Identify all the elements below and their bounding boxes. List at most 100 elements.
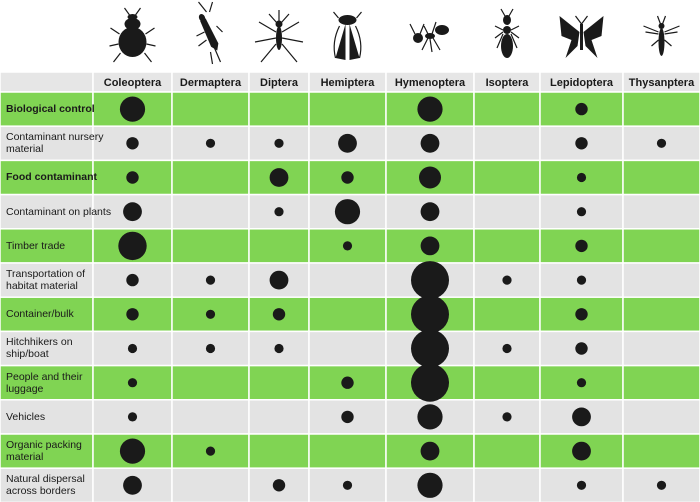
- row-label: Hitchhikers on ship/boat: [6, 336, 73, 361]
- data-dot: [575, 102, 588, 116]
- data-dot: [575, 239, 588, 253]
- row-label: Transportation of habitat material: [6, 268, 85, 293]
- data-dot: [205, 309, 216, 319]
- data-dot: [341, 376, 354, 389]
- grid-cell: [171, 228, 250, 264]
- column-label: Diptera: [260, 77, 299, 89]
- row-label: Biological control: [6, 103, 95, 116]
- data-dot: [411, 295, 449, 334]
- grid-cell: [308, 91, 387, 127]
- grid-cell: [473, 364, 541, 401]
- termite-icon: [494, 8, 520, 58]
- grid-cell: [248, 91, 310, 127]
- grid-cell: [539, 364, 624, 401]
- data-dot: [576, 275, 587, 285]
- data-dot: [420, 202, 440, 222]
- butterfly-icon: [559, 15, 604, 58]
- grid-cell: [473, 125, 541, 162]
- grid-cell: [0, 159, 94, 196]
- row-label: Food contaminant: [6, 171, 97, 184]
- data-dot: [272, 479, 286, 492]
- data-dot: [572, 407, 591, 427]
- grid-cell: [0, 467, 94, 502]
- data-dot: [274, 343, 284, 354]
- data-dot: [274, 138, 284, 148]
- data-dot: [127, 412, 138, 422]
- grid-cell: [171, 159, 250, 196]
- grid-cell: [0, 125, 94, 162]
- data-dot: [341, 171, 354, 184]
- grid-cell: [0, 296, 94, 333]
- data-dot: [417, 472, 443, 498]
- data-dot: [420, 133, 440, 153]
- earwig-icon: [196, 1, 223, 65]
- data-dot: [269, 270, 289, 290]
- grid-cell: [171, 193, 250, 230]
- data-dot: [656, 480, 667, 490]
- grid-cell: [622, 159, 700, 196]
- data-dot: [656, 138, 667, 148]
- data-dot: [420, 236, 440, 256]
- ant-icon: [409, 21, 449, 53]
- grid-cell: [171, 399, 250, 435]
- data-dot: [411, 329, 449, 368]
- grid-cell: [248, 228, 310, 264]
- data-dot: [123, 475, 142, 495]
- grid-cell: [171, 467, 250, 502]
- data-dot: [127, 378, 138, 388]
- grid-cell: [171, 91, 250, 127]
- grid-cell: [0, 262, 94, 298]
- beetle-icon: [109, 7, 156, 63]
- data-dot: [127, 343, 138, 354]
- data-dot: [502, 343, 512, 354]
- column-label: Hymenoptera: [395, 77, 466, 89]
- data-dot: [411, 261, 449, 300]
- grid-cell: [622, 330, 700, 367]
- data-dot: [126, 273, 139, 287]
- row-label: Contaminant nursery material: [6, 131, 104, 156]
- data-dot: [576, 480, 587, 490]
- grid-cell: [248, 399, 310, 435]
- grid-cell: [248, 364, 310, 401]
- data-dot: [341, 410, 354, 424]
- data-dot: [502, 412, 512, 422]
- grid-cell: [539, 91, 624, 127]
- data-dot: [269, 168, 289, 187]
- data-dot: [123, 202, 142, 222]
- thrips-icon: [643, 15, 680, 56]
- grid-cell: [171, 364, 250, 401]
- data-dot: [118, 231, 147, 261]
- grid-cell: [473, 159, 541, 196]
- data-dot: [334, 199, 361, 225]
- data-dot: [205, 343, 216, 354]
- grid-cell: [473, 296, 541, 333]
- data-dot: [126, 137, 139, 150]
- grid-cell: [473, 467, 541, 502]
- data-dot: [417, 404, 443, 430]
- row-label: Container/bulk: [6, 308, 74, 321]
- header-cell: [0, 71, 94, 93]
- grid-cell: [171, 296, 250, 333]
- data-dot: [119, 96, 146, 122]
- grid-cell: [622, 193, 700, 230]
- data-dot: [576, 378, 587, 388]
- data-dot: [575, 342, 588, 355]
- data-dot: [126, 171, 139, 184]
- grid-cell: [0, 364, 94, 401]
- grid-cell: [248, 433, 310, 469]
- data-dot: [420, 441, 440, 461]
- data-dot: [272, 308, 286, 321]
- data-dot: [205, 446, 216, 456]
- row-label: Vehicles: [6, 410, 46, 423]
- data-dot: [417, 96, 443, 122]
- column-label: Hemiptera: [321, 77, 376, 89]
- column-label: Coleoptera: [104, 77, 162, 89]
- row-label: Timber trade: [6, 239, 66, 252]
- data-dot: [576, 207, 587, 217]
- grid-cell: [622, 296, 700, 333]
- grid-cell: [622, 399, 700, 435]
- grid-cell: [622, 364, 700, 401]
- grid-cell: [622, 433, 700, 469]
- data-dot: [572, 441, 591, 461]
